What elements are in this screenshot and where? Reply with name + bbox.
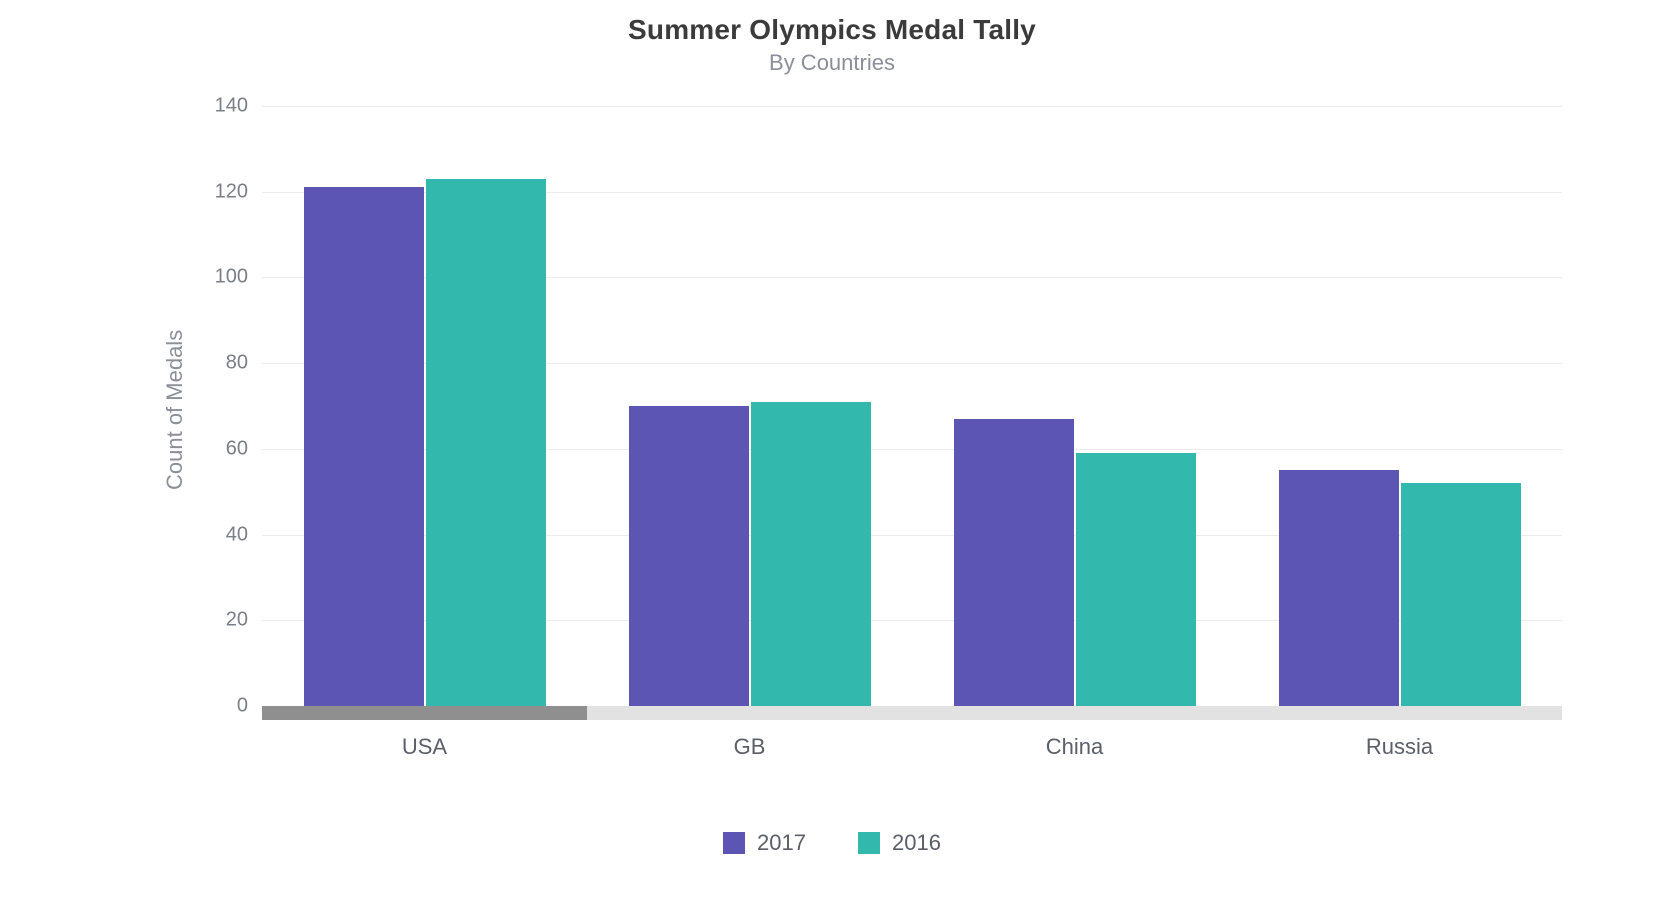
chart-container: Summer Olympics Medal Tally By Countries… xyxy=(0,0,1664,898)
x-scrollbar-track[interactable] xyxy=(262,706,1562,720)
bar-2017-GB[interactable] xyxy=(629,406,749,706)
legend-item-2016[interactable]: 2016 xyxy=(858,830,941,856)
bar-2017-China[interactable] xyxy=(954,419,1074,706)
y-tick-label: 40 xyxy=(226,523,262,546)
y-tick-label: 20 xyxy=(226,609,262,632)
legend-swatch xyxy=(858,832,880,854)
bar-2016-China[interactable] xyxy=(1076,453,1196,706)
y-tick-label: 120 xyxy=(215,180,262,203)
y-tick-label: 80 xyxy=(226,352,262,375)
legend-swatch xyxy=(723,832,745,854)
y-tick-label: 60 xyxy=(226,437,262,460)
bar-2016-Russia[interactable] xyxy=(1401,483,1521,706)
bar-2017-Russia[interactable] xyxy=(1279,470,1399,706)
bar-2016-GB[interactable] xyxy=(751,402,871,706)
bar-2016-USA[interactable] xyxy=(426,179,546,706)
y-axis-title: Count of Medals xyxy=(162,330,188,490)
x-scrollbar-thumb[interactable] xyxy=(262,706,587,720)
chart-subtitle: By Countries xyxy=(0,50,1664,76)
y-tick-label: 100 xyxy=(215,266,262,289)
legend-label: 2016 xyxy=(892,830,941,856)
legend: 2017 2016 xyxy=(0,830,1664,859)
bar-2017-USA[interactable] xyxy=(304,187,424,706)
legend-label: 2017 xyxy=(757,830,806,856)
y-tick-label: 140 xyxy=(215,95,262,118)
plot-area: 020406080100120140 USAGBChinaRussia Coun… xyxy=(262,106,1562,706)
chart-title: Summer Olympics Medal Tally xyxy=(0,14,1664,46)
bars-layer xyxy=(262,106,1562,706)
legend-item-2017[interactable]: 2017 xyxy=(723,830,806,856)
title-block: Summer Olympics Medal Tally By Countries xyxy=(0,14,1664,76)
y-tick-label: 0 xyxy=(237,695,262,718)
